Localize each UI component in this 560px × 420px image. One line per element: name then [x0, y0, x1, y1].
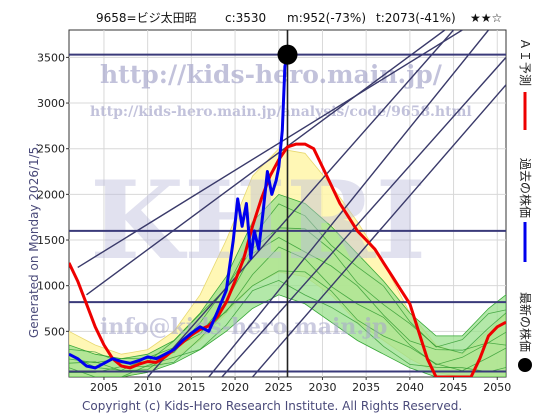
diagonal-trend-line: [221, 56, 506, 377]
forecast-strand: [69, 270, 506, 373]
latest-price-marker: [277, 44, 298, 65]
x-tick-label: 2020: [221, 381, 249, 394]
forecast-strand: [69, 279, 506, 377]
diagonal-trend-line: [77, 30, 463, 269]
watermark-info: info@kids-hero.main.jp: [100, 314, 387, 340]
diagonal-trend-line: [86, 30, 446, 296]
x-tick-label: 2045: [440, 381, 468, 394]
diagonal-trend-line: [208, 30, 490, 377]
y-tick-label: 2000: [37, 188, 65, 201]
legend: ＡＩ予測 過去の株価 最新の株価: [518, 38, 533, 372]
x-tick-label: 2040: [396, 381, 424, 394]
x-tick-label: 2005: [90, 381, 118, 394]
watermarks: KHRI http://kids-hero.main.jp/ http://ki…: [90, 60, 472, 340]
y-tick-label: 2500: [37, 143, 65, 156]
forecast-strand: [69, 246, 506, 372]
axis-ticks: 2005 2010 2015 2020 2025 2030 2035 2040 2045 2050…: [37, 51, 511, 394]
x-tick-label: 2025: [265, 381, 293, 394]
x-tick-label: 2050: [483, 381, 511, 394]
y-tick-label: 3000: [37, 97, 65, 110]
watermark-analysis: http://kids-hero.main.jp/analysis/code/9…: [90, 104, 472, 120]
y-tick-label: 3500: [37, 51, 65, 64]
copyright: Copyright (c) Kids-Hero Research Institu…: [82, 399, 462, 413]
y-tick-label: 500: [44, 325, 65, 338]
x-tick-label: 2030: [308, 381, 336, 394]
y-tick-label: 1000: [37, 280, 65, 293]
header-t-value: t:2073(-41%): [376, 11, 456, 25]
header-current-price: c:3530: [225, 11, 266, 25]
legend-past-label: 過去の株価: [518, 158, 533, 218]
y-tick-label: 1500: [37, 234, 65, 247]
x-tick-label: 2010: [134, 381, 162, 394]
header-rating: ★★☆: [470, 11, 502, 25]
watermark-big: KHRI: [90, 158, 426, 284]
series-line: [69, 142, 506, 377]
x-tick-label: 2035: [352, 381, 380, 394]
series-line: [69, 54, 289, 370]
x-tick-label: 2015: [177, 381, 205, 394]
series: [69, 54, 506, 377]
legend-latest-label: 最新の株価: [518, 292, 533, 352]
latest-point: [277, 44, 298, 65]
legend-ai-label: ＡＩ予測: [518, 38, 532, 86]
header-m-value: m:952(-73%): [287, 11, 366, 25]
black-dot-icon: [518, 358, 532, 372]
diagonal-trend-line: [147, 30, 455, 377]
generated-note: Generated on Monday 2026/1/5.: [27, 143, 41, 338]
header-code-name: 9658=ビジ太田昭: [96, 10, 197, 25]
